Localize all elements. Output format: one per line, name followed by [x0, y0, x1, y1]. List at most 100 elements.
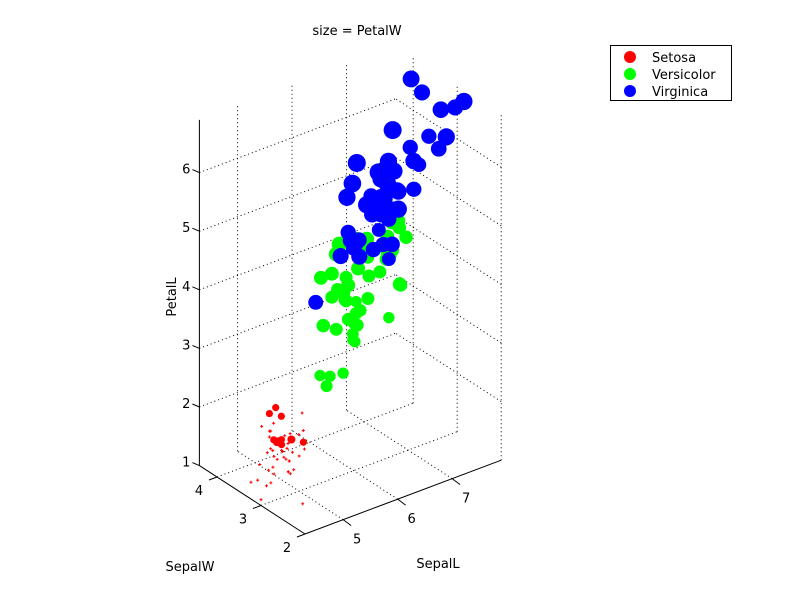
point-setosa [302, 447, 306, 451]
chart-title: size = PetalW [312, 24, 401, 39]
point-setosa [297, 433, 301, 437]
point-setosa [271, 465, 275, 469]
point-virginica [363, 188, 379, 204]
point-virginica [411, 157, 427, 172]
point-setosa [249, 480, 253, 484]
grid [199, 57, 502, 521]
legend-label: Virginica [652, 85, 708, 100]
point-setosa [288, 432, 292, 436]
point-virginica [348, 235, 364, 251]
point-versicolor [314, 369, 326, 382]
y-tick-label: 4 [195, 484, 203, 499]
z-tick-label: 3 [182, 338, 190, 353]
point-versicolor [316, 318, 330, 333]
point-versicolor [347, 334, 359, 346]
z-tick [192, 227, 200, 232]
point-setosa [267, 435, 271, 439]
z-tick-label: 5 [182, 221, 190, 236]
point-setosa [286, 442, 290, 445]
point-versicolor [337, 367, 349, 379]
point-setosa [292, 468, 296, 472]
point-versicolor [339, 294, 353, 308]
x-tick-label: 5 [353, 533, 361, 548]
grid-line [291, 430, 398, 500]
point-virginica [402, 70, 420, 88]
z-tick-label: 1 [182, 456, 190, 471]
point-virginica [413, 84, 431, 101]
point-setosa [271, 449, 275, 453]
point-setosa [265, 409, 273, 418]
point-virginica [402, 139, 418, 156]
point-setosa [272, 437, 282, 447]
z-tick-label: 2 [182, 397, 190, 412]
point-setosa [283, 434, 287, 438]
z-axis-label: PetalL [165, 277, 180, 317]
z-tick-label: 4 [182, 280, 190, 295]
x-axis-line [304, 459, 502, 535]
z-tick [192, 344, 200, 349]
point-virginica [371, 222, 386, 237]
point-virginica [421, 128, 437, 144]
legend-item-virginica[interactable]: Virginica [624, 85, 708, 100]
point-setosa [299, 438, 307, 446]
x-tick [397, 498, 406, 506]
point-setosa [272, 454, 276, 458]
point-virginica [369, 163, 388, 182]
point-versicolor [351, 261, 366, 276]
z-tick-label: 6 [182, 163, 190, 178]
point-virginica [437, 128, 455, 146]
point-setosa [269, 481, 273, 485]
point-setosa [260, 424, 264, 428]
point-versicolor [399, 230, 413, 245]
point-virginica [432, 101, 450, 118]
point-setosa [288, 472, 292, 476]
point-setosa [300, 411, 304, 415]
y-axis-line [199, 465, 306, 535]
x-tick-label: 6 [408, 512, 416, 527]
point-setosa [290, 450, 294, 454]
grid-line [199, 156, 396, 232]
legend-marker [624, 85, 636, 97]
point-virginica [430, 140, 447, 157]
x-axis-label: SepalL [416, 557, 460, 572]
point-setosa [272, 421, 276, 425]
point-versicolor [313, 270, 328, 285]
legend[interactable]: Setosa Versicolor Virginica [610, 45, 732, 101]
point-virginica [383, 121, 402, 140]
point-setosa [265, 451, 269, 455]
point-setosa [287, 435, 296, 444]
y-tick-label: 2 [283, 541, 291, 556]
point-virginica [338, 188, 356, 206]
legend-item-setosa[interactable]: Setosa [624, 51, 696, 66]
point-setosa [275, 457, 279, 461]
point-virginica [347, 153, 366, 172]
legend-marker [624, 68, 636, 80]
z-tick [192, 403, 200, 408]
legend-label: Versicolor [652, 68, 716, 83]
point-setosa [301, 502, 305, 506]
x-tick-label: 7 [462, 492, 470, 507]
point-virginica [447, 99, 464, 116]
grid-line [199, 332, 396, 408]
point-virginica [365, 241, 381, 258]
point-versicolor [320, 380, 333, 393]
grid-line [260, 431, 458, 506]
y-axis-label: SepalW [166, 560, 215, 575]
point-virginica [332, 247, 349, 265]
point-setosa [258, 463, 262, 467]
x-tick [342, 519, 352, 527]
point-versicolor [329, 322, 343, 336]
legend-marker [624, 51, 636, 63]
point-setosa [267, 429, 271, 433]
grid-line [395, 215, 502, 285]
grid-line [199, 215, 396, 291]
legend-label: Setosa [652, 51, 696, 66]
point-virginica [343, 174, 362, 193]
point-versicolor [341, 312, 355, 326]
legend-item-versicolor[interactable]: Versicolor [624, 68, 716, 83]
z-tick [192, 462, 200, 467]
grid-line [395, 274, 502, 344]
point-versicolor [394, 278, 408, 292]
